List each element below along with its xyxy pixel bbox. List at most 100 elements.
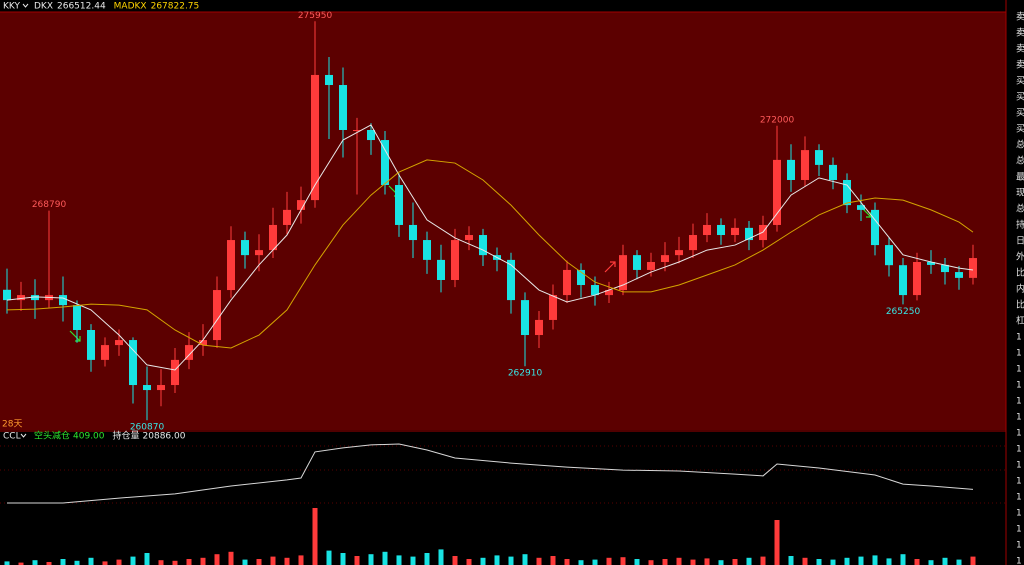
candle-body — [885, 245, 893, 266]
side-label: 最 — [1016, 172, 1024, 183]
volume-bar — [844, 557, 850, 565]
candle-body — [227, 240, 235, 291]
candle-body — [255, 250, 263, 256]
candle-body — [969, 258, 977, 278]
candle-body — [829, 164, 837, 180]
volume-bar — [970, 556, 976, 565]
side-label: 1 — [1016, 413, 1022, 423]
price-annotation: 272000 — [760, 115, 795, 125]
candle-body — [563, 269, 571, 296]
volume-bar — [746, 557, 752, 565]
candle-body — [115, 340, 123, 346]
position-line — [7, 443, 974, 504]
volume-bar — [88, 557, 94, 565]
sub-name[interactable]: CCL — [3, 432, 21, 442]
candle-body — [633, 255, 641, 270]
volume-bar — [480, 557, 486, 565]
volume-bar — [354, 556, 360, 565]
volume-bar — [914, 559, 920, 565]
candle-body — [199, 340, 207, 346]
volume-bar — [830, 559, 836, 565]
volume-bar — [718, 560, 724, 565]
candle-body — [269, 224, 277, 251]
side-label: 买 — [1016, 108, 1024, 119]
volume-bar — [438, 549, 444, 565]
side-label: 总 — [1016, 139, 1024, 151]
side-label: 买 — [1016, 92, 1024, 103]
volume-bar — [382, 551, 388, 565]
candle-body — [437, 259, 445, 280]
candle-body — [409, 224, 417, 241]
volume-bar — [802, 557, 808, 565]
side-label: 卖 — [1016, 44, 1024, 55]
side-label: 总 — [1016, 203, 1024, 215]
candle-body — [283, 209, 291, 225]
candle-body — [745, 227, 753, 241]
volume-bar — [466, 559, 472, 565]
volume-bar — [32, 560, 38, 565]
volume-bar — [368, 554, 374, 565]
volume-bar — [760, 556, 766, 565]
price-annotation: 265250 — [886, 307, 921, 317]
volume-bar — [606, 557, 612, 565]
indicator-label: 空头减仓 — [34, 430, 70, 442]
side-label: 1 — [1016, 477, 1022, 487]
dropdown-icon[interactable] — [20, 433, 27, 438]
volume-bar — [858, 556, 864, 565]
side-label: 比 — [1016, 267, 1024, 279]
volume-bar — [74, 560, 80, 565]
volume-bar — [46, 562, 52, 565]
candle-body — [731, 227, 739, 236]
candle-body — [87, 329, 95, 360]
candle-body — [577, 269, 585, 286]
volume-bar — [788, 556, 794, 565]
candle-body — [157, 385, 165, 391]
candle-body — [325, 74, 333, 86]
candle-body — [605, 290, 613, 296]
side-label: 1 — [1016, 461, 1022, 471]
volume-bar — [186, 559, 192, 565]
indicator-label: MADKX — [114, 2, 147, 12]
volume-bar — [620, 557, 626, 565]
side-label: 1 — [1016, 493, 1022, 503]
volume-bar — [550, 556, 556, 565]
candle-body — [857, 205, 865, 210]
candle-body — [899, 265, 907, 296]
candle-body — [423, 240, 431, 260]
volume-bar — [886, 558, 892, 565]
candle-body — [619, 255, 627, 291]
candle-body — [297, 200, 305, 210]
candle-body — [241, 240, 249, 256]
volume-bar — [410, 556, 416, 565]
indicator-label: DKX — [34, 2, 53, 12]
volume-bar — [564, 559, 570, 565]
side-label: 1 — [1016, 397, 1022, 407]
side-label: 1 — [1016, 509, 1022, 519]
symbol[interactable]: KKY — [3, 2, 20, 12]
side-label: 1 — [1016, 525, 1022, 535]
candle-body — [675, 250, 683, 256]
volume-bar — [60, 559, 66, 565]
candle-body — [927, 262, 935, 265]
side-label: 持 — [1016, 219, 1024, 231]
volume-bar — [424, 553, 430, 565]
candle-body — [689, 235, 697, 251]
period-label: 28天 — [2, 420, 22, 430]
candle-body — [451, 240, 459, 280]
side-label: 卖 — [1016, 60, 1024, 71]
side-label: 比 — [1016, 299, 1024, 311]
buy-arrow — [604, 261, 616, 273]
side-label: 总 — [1016, 155, 1024, 167]
indicator-value: 409.00 — [73, 432, 105, 442]
candle-body — [311, 74, 319, 201]
candle-body — [661, 255, 669, 263]
candle-body — [871, 209, 879, 246]
candle-body — [465, 235, 473, 241]
volume-bar — [256, 559, 262, 565]
main-panel — [0, 12, 1006, 430]
candle-body — [955, 272, 963, 278]
side-label: 买 — [1016, 124, 1024, 135]
dropdown-icon[interactable] — [22, 3, 29, 8]
volume-bar — [340, 553, 346, 565]
